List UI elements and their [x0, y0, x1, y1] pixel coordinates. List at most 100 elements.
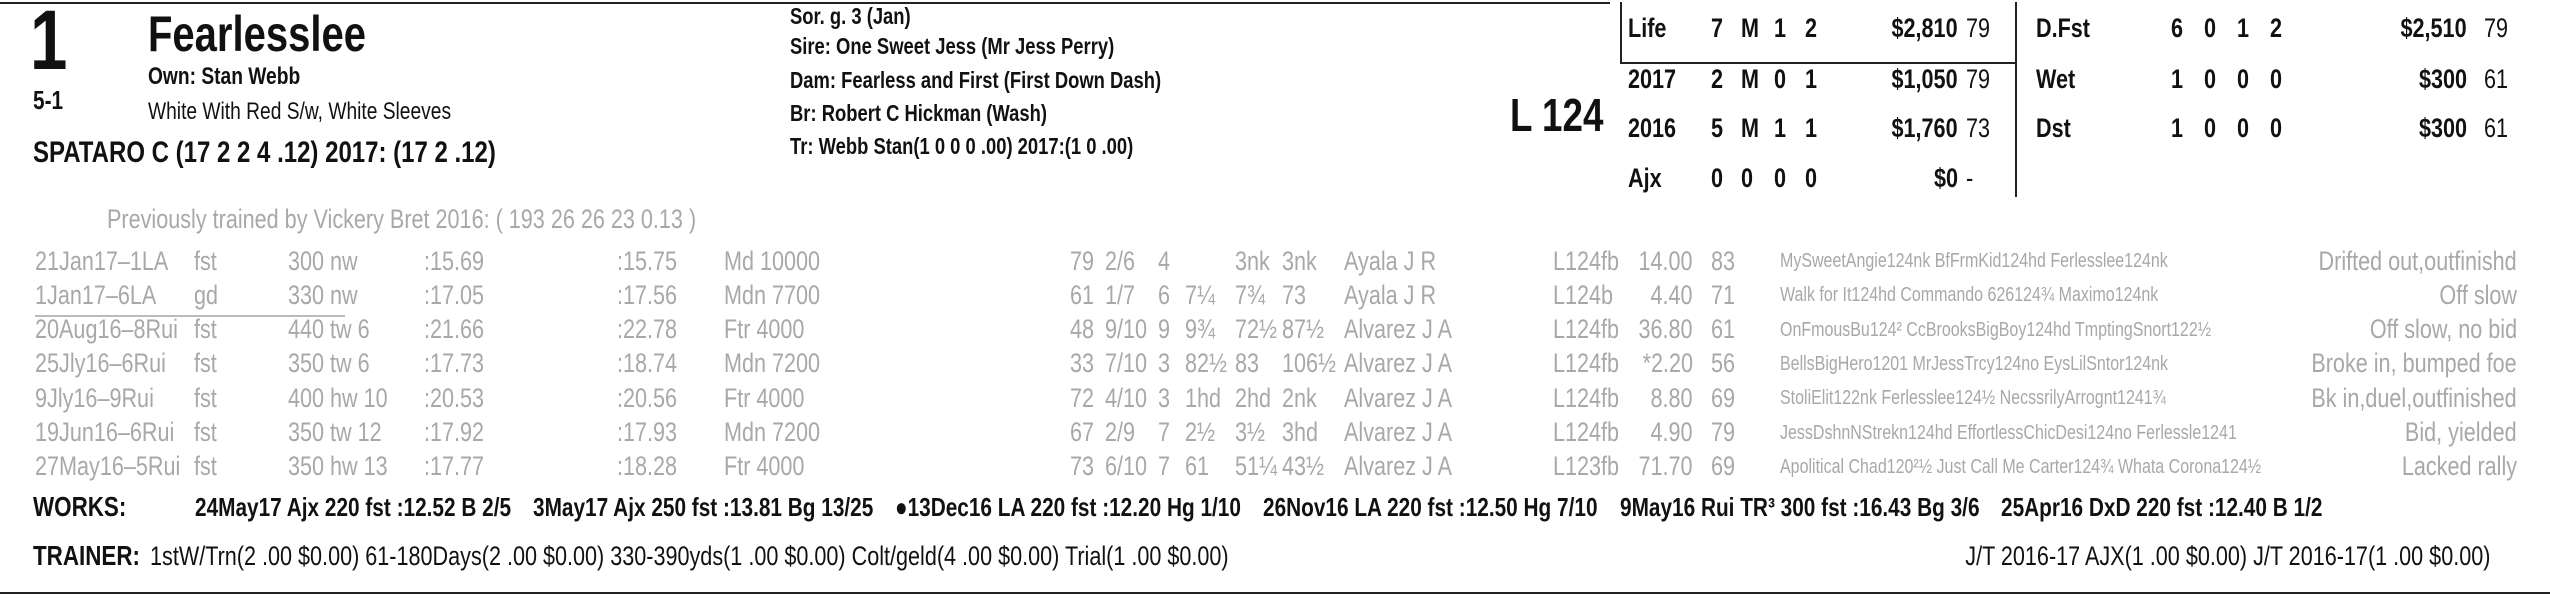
record-cell: 0: [1711, 162, 1724, 193]
race-cell: 7¼: [1185, 279, 1216, 310]
race-cell: :22.78: [617, 314, 678, 345]
race-cell: Ayala J R: [1344, 245, 1437, 276]
record-cell: M: [1741, 112, 1759, 143]
race-cell: 4/10: [1105, 382, 1148, 413]
race-cell: 61: [1069, 279, 1094, 310]
race-cell: 36.80: [1638, 314, 1693, 345]
rule: [0, 592, 2550, 594]
race-cell: 1/7: [1105, 279, 1136, 310]
works-label: WORKS:: [33, 491, 127, 522]
record-cell: 61: [2484, 63, 2509, 94]
breeding-line: Sire: One Sweet Jess (Mr Jess Perry): [790, 32, 1115, 59]
breeding-line: Sor. g. 3 (Jan): [790, 2, 911, 29]
record-cell: 1: [1805, 63, 1818, 94]
race-cell: 3nk: [1235, 245, 1270, 276]
work: 9May16 Rui TR³ 300 fst :16.43 Bg 3/6: [1619, 492, 1980, 522]
record-cell: 2: [1711, 63, 1724, 94]
owner: Own: Stan Webb: [148, 63, 301, 90]
record-cell: 2: [2270, 12, 2283, 43]
race-cell: Off slow: [2439, 279, 2517, 310]
record-cell: 79: [1966, 63, 1991, 94]
record-cell: Life: [1628, 12, 1667, 43]
record-cell: 5: [1711, 112, 1724, 143]
record-cell: $300: [2418, 63, 2467, 94]
horse-name: Fearlesslee: [148, 6, 366, 62]
race-cell: :17.92: [424, 417, 485, 447]
record-cell: 0: [1741, 162, 1754, 193]
race-cell: L124b: [1553, 279, 1614, 310]
race-cell: Walk for It124hd Commando 626124¾ Maximo…: [1780, 284, 2159, 307]
race-cell: 87½: [1282, 314, 1325, 345]
race-cell: Mdn 7200: [724, 417, 821, 447]
record-cell: $0: [1933, 162, 1958, 193]
work: 3May17 Ajx 250 fst :13.81 Bg 13/25: [533, 492, 874, 522]
race-cell: :15.75: [617, 245, 678, 276]
race-cell: 73: [1069, 451, 1094, 482]
race-cell: 27May16–5Rui: [35, 451, 181, 482]
record-cell: $2,810: [1891, 12, 1958, 43]
record-cell: $2,510: [2400, 12, 2467, 43]
breeding-line: Tr: Webb Stan(1 0 0 0 .00) 2017:(1 0 .00…: [790, 132, 1134, 159]
race-cell: 9¾: [1185, 314, 1216, 345]
race-cell: fst: [194, 314, 217, 345]
race-cell: L124fb: [1553, 417, 1620, 447]
race-cell: MySweetAngie124nk BfFrmKid124hd Ferlessl…: [1780, 250, 2168, 272]
race-cell: Mdn 7700: [724, 279, 821, 310]
jockey: SPATARO C (17 2 2 4 .12) 2017: (17 2 .12…: [33, 136, 496, 169]
race-cell: 330 nw: [288, 279, 358, 310]
record-cell: Ajx: [1628, 162, 1662, 193]
race-cell: 61: [1711, 314, 1736, 345]
race-cell: Ayala J R: [1344, 279, 1437, 310]
race-cell: StoliElit122nk Ferlesslee124½ NecssrilyA…: [1780, 387, 2166, 410]
silks: White With Red S/w, White Sleeves: [148, 98, 452, 125]
race-cell: BellsBigHero1201 MrJessTrcy124no EysLilS…: [1780, 352, 2169, 375]
race-cell: 14.00: [1638, 245, 1693, 276]
weight: L 124: [1510, 89, 1604, 141]
race-cell: 300 nw: [288, 245, 358, 276]
race-cell: L124fb: [1553, 348, 1620, 379]
jt-stats: J/T 2016-17 AJX(1 .00 $0.00) J/T 2016-17…: [1964, 540, 2490, 571]
record-cell: 7: [1711, 12, 1724, 43]
race-cell: 72: [1069, 382, 1094, 413]
record-cell: 0: [1774, 63, 1787, 94]
race-cell: 33: [1069, 348, 1094, 379]
record-cell: 2017: [1628, 63, 1677, 94]
post-number: 1: [30, 0, 68, 87]
race-cell: 2/6: [1105, 245, 1136, 276]
race-cell: 1Jan17–6LA: [35, 279, 157, 310]
race-cell: fst: [194, 348, 217, 379]
rule: [2015, 2, 2017, 197]
record-cell: 1: [2171, 63, 2184, 94]
race-cell: Lacked rally: [2401, 451, 2517, 482]
race-cell: 1hd: [1185, 382, 1222, 413]
race-cell: Mdn 7200: [724, 348, 821, 379]
race-cell: 9: [1158, 314, 1171, 345]
record-cell: -: [1966, 162, 1974, 193]
race-cell: gd: [194, 279, 219, 310]
record-cell: M: [1741, 63, 1759, 94]
race-cell: 9Jly16–9Rui: [35, 382, 154, 413]
record-cell: 0: [2204, 112, 2217, 143]
record-cell: $300: [2418, 112, 2467, 143]
race-cell: 83: [1235, 348, 1260, 379]
record-cell: 6: [2171, 12, 2184, 43]
record-cell: 0: [2237, 112, 2250, 143]
work: 24May17 Ajx 220 fst :12.52 B 2/5: [195, 492, 512, 522]
race-cell: 6/10: [1105, 451, 1148, 482]
race-cell: Alvarez J A: [1344, 417, 1453, 447]
race-cell: 79: [1711, 417, 1736, 447]
rule: [0, 2, 1610, 4]
race-cell: 7: [1158, 451, 1171, 482]
race-cell: 7/10: [1105, 348, 1148, 379]
breeding-line: Br: Robert C Hickman (Wash): [790, 99, 1047, 126]
record-cell: 0: [2204, 63, 2217, 94]
race-cell: 400 hw 10: [288, 382, 388, 413]
race-cell: Bid, yielded: [2405, 417, 2517, 447]
race-cell: 7: [1158, 417, 1171, 447]
work: ●13Dec16 LA 220 fst :12.20 Hg 1/10: [895, 492, 1242, 522]
record-cell: 79: [2484, 12, 2509, 43]
race-cell: *2.20: [1642, 348, 1693, 379]
race-cell: Alvarez J A: [1344, 348, 1453, 379]
race-cell: 350 tw 6: [288, 348, 370, 379]
race-cell: :18.28: [617, 451, 678, 482]
